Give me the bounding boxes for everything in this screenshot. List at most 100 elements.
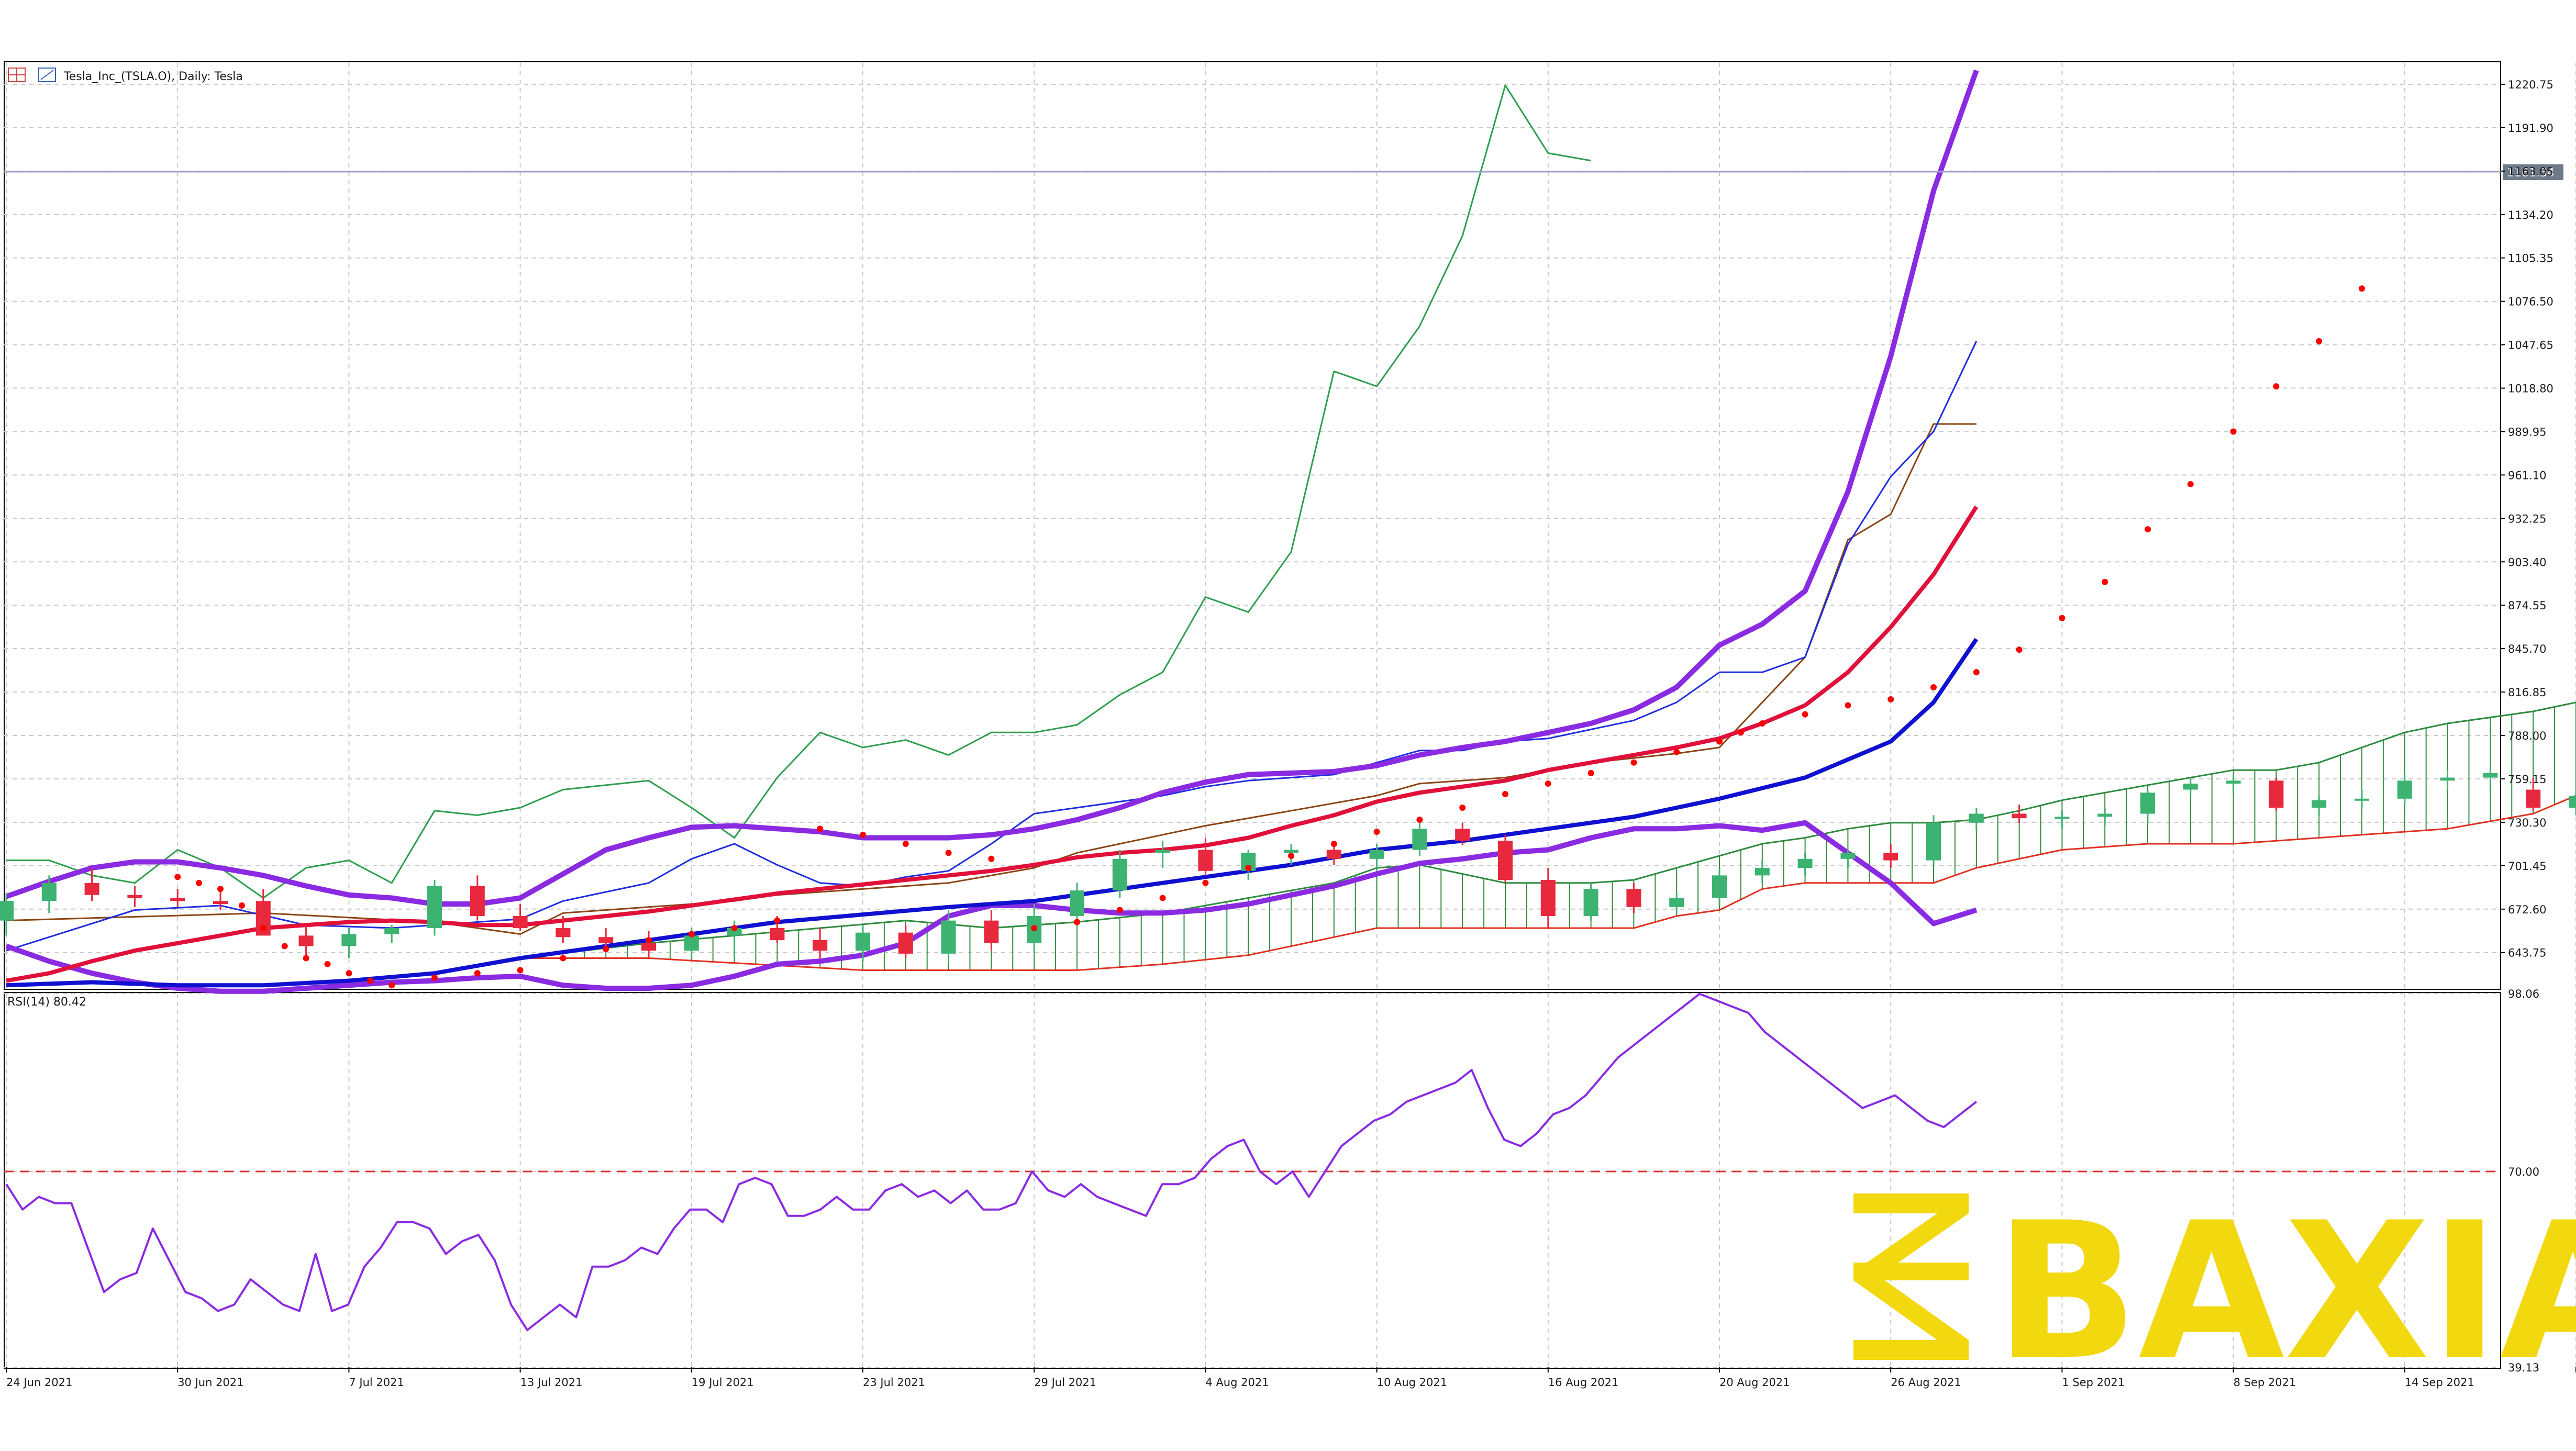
price-tick-label: 1134.20 — [2508, 209, 2553, 221]
sar-dot — [1416, 817, 1423, 823]
sar-dot — [346, 970, 352, 977]
sar-dot — [1330, 841, 1337, 847]
time-tick-label: 8 Sep 2021 — [2234, 1376, 2296, 1389]
sar-dot — [260, 925, 267, 932]
rsi-tick-label: 70.00 — [2508, 1166, 2539, 1178]
candle-body — [84, 883, 99, 895]
candle-body — [384, 928, 399, 934]
candle-body — [2483, 773, 2498, 778]
price-tick-label: 759.15 — [2508, 773, 2546, 786]
price-tick-label: 961.10 — [2508, 469, 2546, 482]
candle-body — [427, 886, 442, 929]
sar-dot — [817, 825, 824, 832]
candle-body — [1840, 853, 1856, 859]
sar-dot — [1930, 684, 1937, 691]
candle-body — [2397, 780, 2412, 799]
candle-body — [2097, 813, 2113, 817]
sar-dot — [1031, 925, 1038, 932]
sar-dot — [517, 967, 524, 974]
sar-dot — [2273, 383, 2280, 390]
candle-body — [2012, 813, 2027, 819]
tenkan-sen-line — [6, 341, 1978, 952]
time-tick-label: 7 Jul 2021 — [349, 1376, 404, 1389]
sar-dot — [388, 982, 395, 989]
candle-body — [2440, 777, 2455, 781]
candle-body — [898, 932, 913, 954]
rsi-tick-label: 39.13 — [2508, 1361, 2539, 1374]
sar-dot — [324, 961, 331, 968]
price-tick-label: 1018.80 — [2508, 383, 2553, 395]
candle-body — [213, 901, 228, 905]
candle-body — [684, 935, 699, 951]
parabolic-sar — [174, 285, 2365, 989]
sar-dot — [2359, 285, 2365, 292]
candle-body — [1284, 850, 1298, 853]
candle-body — [41, 883, 57, 901]
sar-dot — [367, 977, 374, 984]
price-tick-label: 903.40 — [2508, 556, 2546, 568]
price-tick-label: 1220.75 — [2508, 79, 2553, 91]
sar-dot — [1245, 865, 1252, 872]
sar-dot — [1802, 711, 1808, 718]
price-tick-label: 816.85 — [2508, 686, 2546, 699]
price-axis: 1220.75 1191.90 1163.05 1134.20 1105.35 1076.… — [2501, 79, 2553, 1374]
sar-dot — [474, 970, 481, 977]
price-tick-label: 874.55 — [2508, 599, 2546, 612]
time-tick-label: 14 Sep 2021 — [2405, 1376, 2474, 1389]
candle-body — [1070, 890, 1084, 917]
chart-title: Tesla_Inc_(TSLA.O), Daily: Tesla — [63, 70, 243, 83]
sar-dot — [1759, 720, 1766, 727]
time-tick-label: 24 Jun 2021 — [6, 1376, 72, 1389]
price-tick-label: 730.30 — [2508, 817, 2546, 829]
sma-fast-line — [6, 505, 1979, 983]
price-tick-label: 788.00 — [2508, 730, 2546, 742]
chart-icon — [8, 68, 26, 82]
chart-edit-icon[interactable] — [38, 68, 56, 82]
candle-body — [127, 895, 142, 898]
sar-dot — [603, 946, 609, 953]
sar-dot — [1159, 895, 1166, 901]
candle-body — [2312, 800, 2327, 808]
candle-body — [1112, 858, 1127, 891]
sar-dot — [560, 955, 567, 962]
candle-body — [1198, 850, 1213, 871]
candle-body — [170, 898, 185, 901]
sar-dot — [1545, 780, 1551, 787]
candle-body — [1926, 822, 1941, 861]
candle-body — [556, 928, 571, 937]
price-tick-label: 1191.90 — [2508, 122, 2553, 135]
candle-body — [941, 920, 956, 954]
rsi-panel-frame — [4, 992, 2501, 1369]
rsi-indicator — [4, 992, 2501, 1331]
sar-dot — [1587, 769, 1594, 776]
price-tick-label: 932.25 — [2508, 512, 2546, 525]
rsi-title: RSI(14) 80.42 — [7, 996, 86, 1009]
candle-body — [2569, 796, 2576, 808]
senkou-span-b-line — [520, 795, 2576, 971]
candle-body — [1155, 850, 1170, 853]
sar-dot — [1737, 729, 1744, 736]
candle-body — [2526, 789, 2541, 808]
sar-dot — [2187, 481, 2194, 487]
sar-dot — [1845, 702, 1851, 709]
sar-dot — [174, 874, 181, 880]
candle-body — [984, 920, 999, 943]
sar-dot — [2316, 338, 2323, 344]
sar-dot — [1887, 696, 1894, 703]
time-tick-label: 30 Jun 2021 — [177, 1376, 243, 1389]
sar-dot — [2102, 578, 2108, 585]
baxia-watermark-text: BAXIA — [1995, 1182, 2576, 1401]
sar-dot — [217, 886, 224, 892]
sar-dot — [303, 955, 309, 962]
candle-body — [1498, 841, 1513, 880]
candle-body — [470, 886, 485, 917]
time-tick-label: 23 Jul 2021 — [863, 1376, 925, 1389]
candle-body — [641, 943, 656, 951]
candle-body — [770, 928, 785, 941]
candle-body — [1969, 813, 1984, 823]
time-tick-label: 13 Jul 2021 — [520, 1376, 583, 1389]
price-tick-label: 643.75 — [2508, 947, 2546, 959]
candle-body — [1583, 889, 1598, 917]
price-tick-label: 701.45 — [2508, 860, 2546, 873]
